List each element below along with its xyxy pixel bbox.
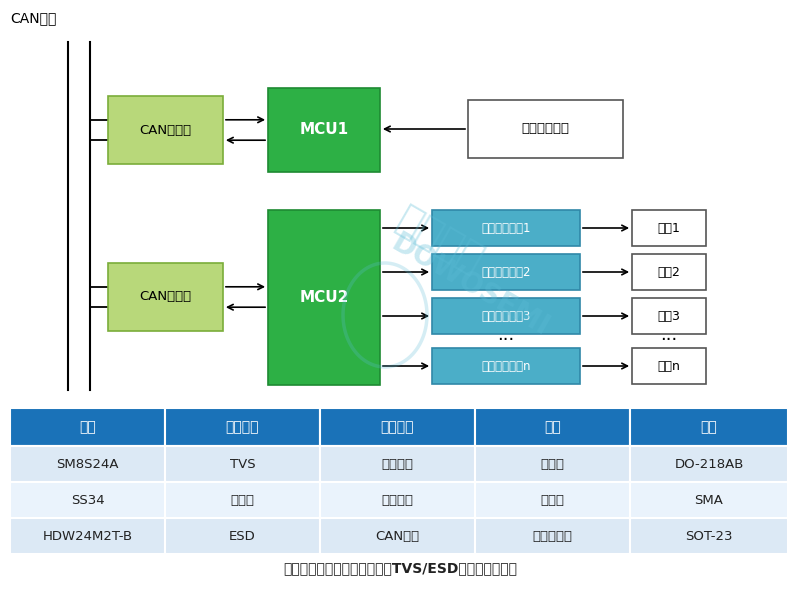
Bar bbox=[320, 518, 475, 554]
Bar bbox=[108, 263, 223, 331]
Text: 器件类型: 器件类型 bbox=[226, 420, 259, 434]
Text: 作用: 作用 bbox=[544, 420, 561, 434]
Bar bbox=[630, 482, 788, 518]
Bar bbox=[475, 518, 630, 554]
Bar bbox=[320, 408, 475, 446]
Text: 电源输入: 电源输入 bbox=[382, 493, 414, 506]
Text: 车灯n: 车灯n bbox=[658, 359, 681, 373]
Text: 车灯驱动电路3: 车灯驱动电路3 bbox=[482, 310, 530, 323]
Bar bbox=[268, 210, 380, 385]
Text: 车灯驱动电路n: 车灯驱动电路n bbox=[482, 359, 530, 373]
Text: ESD: ESD bbox=[229, 529, 256, 542]
Text: 肖特基: 肖特基 bbox=[230, 493, 254, 506]
Text: MCU1: MCU1 bbox=[299, 122, 349, 137]
Text: 使用位置: 使用位置 bbox=[381, 420, 414, 434]
Text: SS34: SS34 bbox=[70, 493, 104, 506]
Text: 浪涌、静电: 浪涌、静电 bbox=[533, 529, 573, 542]
Bar bbox=[630, 446, 788, 482]
Bar bbox=[10, 446, 165, 482]
Text: 车灯控制开关: 车灯控制开关 bbox=[522, 122, 570, 136]
Text: SOT-23: SOT-23 bbox=[686, 529, 733, 542]
Text: CAN总线: CAN总线 bbox=[10, 11, 56, 25]
Bar bbox=[475, 408, 630, 446]
Bar bbox=[10, 518, 165, 554]
Text: 汽车车灯模块浪涌静电保护及TVS/ESD二极管选型指南: 汽车车灯模块浪涌静电保护及TVS/ESD二极管选型指南 bbox=[283, 561, 517, 575]
Text: CAN收发器: CAN收发器 bbox=[139, 124, 191, 136]
Text: SM8S24A: SM8S24A bbox=[56, 457, 118, 470]
Bar bbox=[165, 518, 320, 554]
Bar bbox=[630, 408, 788, 446]
Text: DO-218AB: DO-218AB bbox=[674, 457, 744, 470]
Text: 型号: 型号 bbox=[79, 420, 96, 434]
Bar bbox=[320, 482, 475, 518]
Bar bbox=[432, 254, 580, 290]
Bar bbox=[468, 100, 623, 158]
Text: 车灯1: 车灯1 bbox=[658, 221, 681, 235]
Text: 车灯驱动电路1: 车灯驱动电路1 bbox=[482, 221, 530, 235]
Bar bbox=[432, 210, 580, 246]
Bar bbox=[10, 408, 165, 446]
Text: ...: ... bbox=[498, 326, 514, 344]
Bar bbox=[475, 482, 630, 518]
Bar bbox=[268, 88, 380, 172]
Text: HDW24M2T-B: HDW24M2T-B bbox=[42, 529, 133, 542]
Bar bbox=[165, 408, 320, 446]
Text: CAN总线: CAN总线 bbox=[375, 529, 419, 542]
Text: 防反接: 防反接 bbox=[541, 493, 565, 506]
Bar bbox=[475, 446, 630, 482]
Text: TVS: TVS bbox=[230, 457, 255, 470]
Bar bbox=[165, 446, 320, 482]
Text: 东沃电子: 东沃电子 bbox=[390, 200, 490, 280]
Bar bbox=[165, 482, 320, 518]
Bar bbox=[632, 348, 706, 384]
Bar bbox=[632, 210, 706, 246]
Text: 车灯驱动电路2: 车灯驱动电路2 bbox=[482, 265, 530, 278]
Bar bbox=[632, 254, 706, 290]
Bar bbox=[432, 298, 580, 334]
Text: 抛负载: 抛负载 bbox=[541, 457, 565, 470]
Bar bbox=[10, 482, 165, 518]
Text: 车灯3: 车灯3 bbox=[658, 310, 681, 323]
Bar bbox=[108, 96, 223, 164]
Bar bbox=[432, 348, 580, 384]
Bar bbox=[632, 298, 706, 334]
Bar bbox=[320, 446, 475, 482]
Text: 封装: 封装 bbox=[701, 420, 718, 434]
Text: ...: ... bbox=[660, 326, 678, 344]
Bar bbox=[630, 518, 788, 554]
Text: DOWOSEMI: DOWOSEMI bbox=[386, 229, 554, 341]
Text: SMA: SMA bbox=[694, 493, 723, 506]
Text: MCU2: MCU2 bbox=[299, 290, 349, 305]
Text: 车灯2: 车灯2 bbox=[658, 265, 681, 278]
Text: CAN收发器: CAN收发器 bbox=[139, 290, 191, 304]
Text: 电源输入: 电源输入 bbox=[382, 457, 414, 470]
